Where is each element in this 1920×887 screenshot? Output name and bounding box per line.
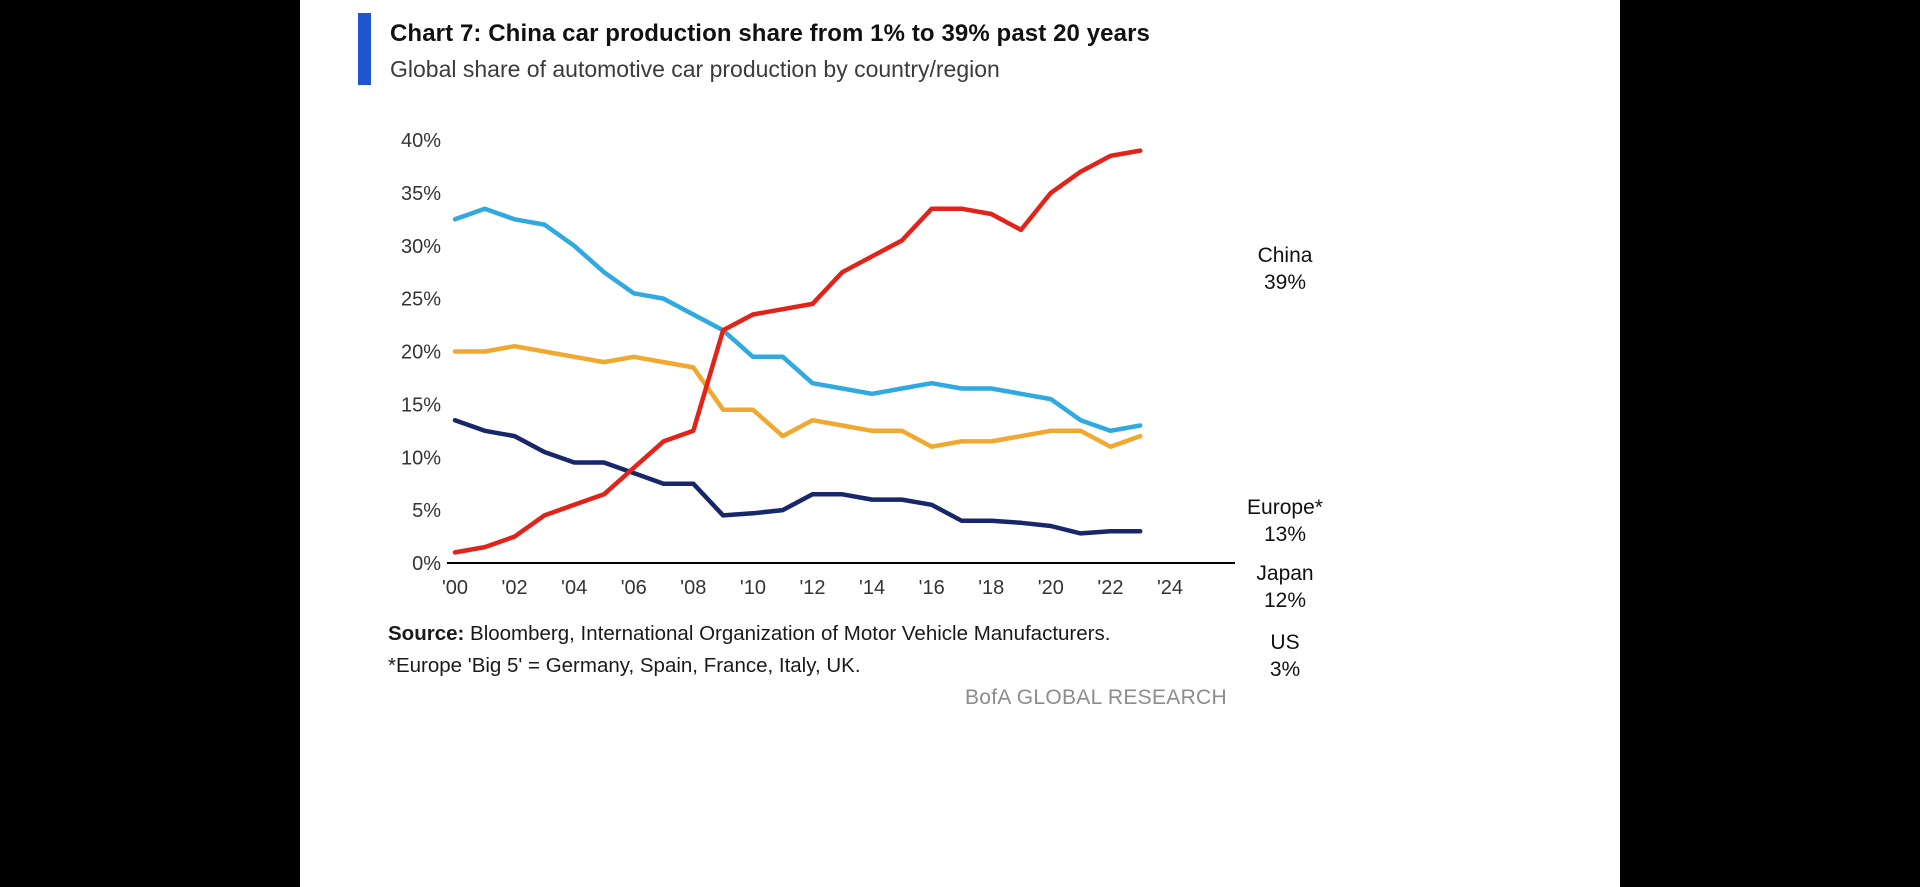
- y-tick-label: 35%: [401, 183, 441, 205]
- y-tick-label: 40%: [401, 130, 441, 152]
- chart-subtitle: Global share of automotive car productio…: [390, 56, 1000, 82]
- line-chart-area: 0% 5% 10% 15% 20% 25% 30% 35% 40% '00 '02 '04 '06 '08…: [395, 120, 1323, 681]
- y-tick-label: 30%: [401, 236, 441, 258]
- series-name-europe: Europe*: [1247, 496, 1323, 519]
- series-value-europe: 13%: [1263, 523, 1307, 546]
- x-tick-label: '18: [978, 577, 1004, 599]
- series-value-us: 3%: [1269, 658, 1301, 681]
- x-tick-label: '16: [919, 577, 945, 599]
- x-tick-label: '22: [1097, 577, 1123, 599]
- x-tick-label: '04: [561, 577, 587, 599]
- series-name-china: China: [1257, 244, 1313, 267]
- series-line-china: [452, 148, 1143, 555]
- series-label-europe: Europe* 13%: [1233, 494, 1337, 548]
- x-tick-label: '06: [621, 577, 647, 599]
- series-line-japan: [452, 343, 1143, 449]
- line-chart: 0% 5% 10% 15% 20% 25% 30% 35% 40% '00 '02 '04 '06 '08…: [401, 130, 1235, 599]
- x-tick-label: '08: [680, 577, 706, 599]
- x-tick-label: '02: [502, 577, 528, 599]
- x-tick-label: '14: [859, 577, 885, 599]
- x-tick-label: '00: [442, 577, 468, 599]
- y-tick-label: 10%: [401, 447, 441, 469]
- series-label-us: US 3%: [1233, 629, 1337, 683]
- x-tick-label: '12: [799, 577, 825, 599]
- y-tick-label: 25%: [401, 289, 441, 311]
- series-value-china: 39%: [1263, 271, 1307, 294]
- series-label-china: China 39%: [1233, 242, 1337, 296]
- title-accent-bar: [358, 13, 371, 85]
- x-tick-label: '20: [1038, 577, 1064, 599]
- x-tick-label: '10: [740, 577, 766, 599]
- y-tick-label: 15%: [401, 394, 441, 416]
- chart-panel: Chart 7: China car production share from…: [300, 0, 1620, 887]
- series-value-japan: 12%: [1263, 589, 1307, 612]
- series-line-us: [452, 417, 1143, 536]
- y-tick-label: 0%: [412, 553, 441, 575]
- series-label-japan: Japan 12%: [1233, 560, 1337, 614]
- source-note: Source: Bloomberg, International Organiz…: [388, 618, 1158, 682]
- y-tick-label: 20%: [401, 342, 441, 364]
- series-name-japan: Japan: [1256, 562, 1314, 585]
- chart-title: Chart 7: China car production share from…: [390, 20, 1150, 47]
- source-text: Bloomberg, International Organization of…: [388, 622, 1111, 677]
- y-tick-label: 5%: [412, 500, 441, 522]
- x-tick-label: '24: [1157, 577, 1183, 599]
- source-label: Source:: [388, 622, 465, 645]
- series-line-europe: [452, 206, 1143, 434]
- series-name-us: US: [1270, 631, 1300, 654]
- brand-text: BofA GLOBAL RESEARCH: [965, 686, 1227, 709]
